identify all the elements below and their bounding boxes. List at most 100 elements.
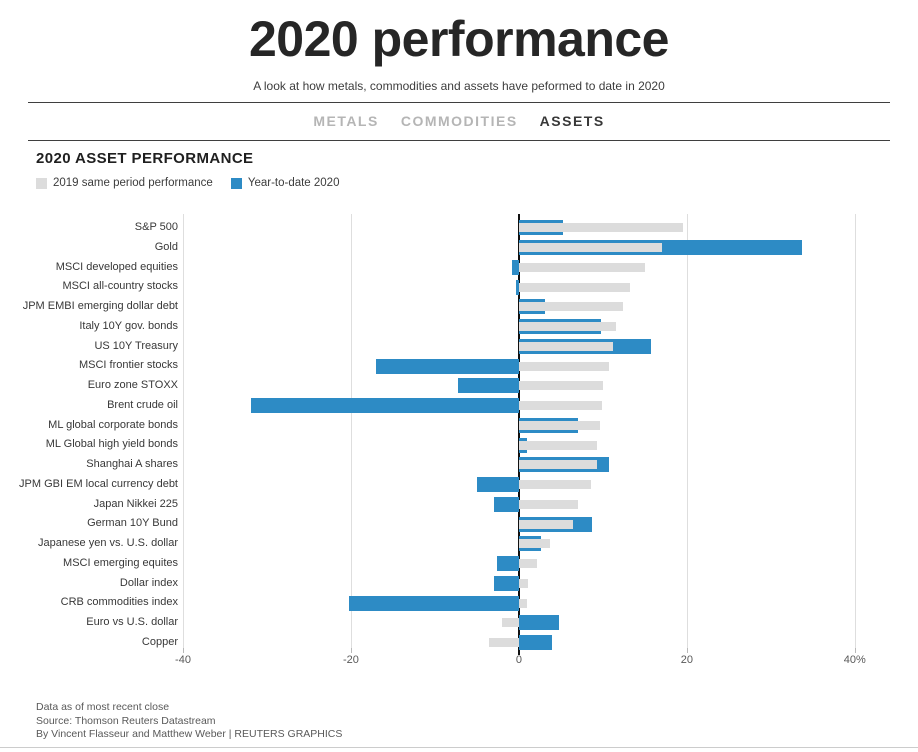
chart-row: Japanese yen vs. U.S. dollar	[0, 534, 918, 554]
same-period-2019-bar	[488, 638, 519, 648]
chart-row: CRB commodities index	[0, 593, 918, 613]
ytd-2020-bar	[476, 477, 519, 493]
legend-item-2019: 2019 same period performance	[36, 177, 213, 189]
axis-tick-label: -40	[175, 654, 191, 666]
axis-tick	[686, 648, 688, 653]
chart-rows: S&P 500 Gold MSCI developed equities MSCI a…	[0, 218, 918, 653]
same-period-2019-bar	[518, 282, 630, 292]
same-period-2019-bar	[518, 598, 528, 608]
ytd-2020-bar	[376, 358, 519, 374]
zero-baseline	[517, 214, 520, 655]
category-label: MSCI all-country stocks	[62, 280, 178, 293]
same-period-2019-bar	[518, 322, 617, 332]
same-period-2019-bar	[518, 361, 609, 371]
same-period-2019-bar	[518, 341, 613, 351]
chart-row: German 10Y Bund	[0, 514, 918, 534]
footer-note: Data as of most recent close	[36, 701, 170, 713]
category-label: MSCI frontier stocks	[78, 359, 178, 372]
chart-row: Brent crude oil	[0, 396, 918, 416]
tab-commodities[interactable]: COMMODITIES	[400, 113, 518, 129]
page-subtitle: A look at how metals, commodities and as…	[253, 79, 665, 93]
same-period-2019-bar	[518, 401, 603, 411]
category-label: MSCI developed equities	[55, 260, 178, 273]
ytd-2020-bar	[251, 398, 519, 414]
ytd-2020-bar	[518, 615, 560, 631]
chart-row: MSCI all-country stocks	[0, 277, 918, 297]
footer-source: Source: Thomson Reuters Datastream	[36, 714, 216, 727]
category-label: CRB commodities index	[60, 596, 178, 609]
gridline--40	[183, 214, 184, 650]
category-label: Japanese yen vs. U.S. dollar	[37, 537, 178, 549]
axis-tick	[183, 648, 184, 653]
axis-tick	[350, 648, 352, 653]
gridline-20	[686, 214, 688, 650]
category-label: Italy 10Y gov. bonds	[79, 319, 178, 332]
chart-row: Euro vs U.S. dollar	[0, 613, 918, 633]
chart-row: US 10Y Treasury	[0, 337, 918, 357]
divider-top	[28, 102, 890, 103]
same-period-2019-bar	[518, 539, 550, 549]
chart-row: JPM EMBI emerging dollar debt	[0, 297, 918, 317]
chart-row: Italy 10Y gov. bonds	[0, 317, 918, 337]
legend-swatch-2019	[36, 177, 47, 189]
divider-bottom	[28, 140, 890, 141]
footer-byline: By Vincent Flasseur and Matthew Weber | …	[36, 728, 343, 740]
category-label: US 10Y Treasury	[94, 339, 178, 352]
legend-swatch-ytd	[230, 177, 242, 189]
ytd-2020-bar	[349, 595, 519, 611]
same-period-2019-bar	[518, 223, 684, 233]
chart-row: ML global corporate bonds	[0, 416, 918, 436]
page-bottom-border	[0, 747, 918, 748]
tab-metals[interactable]: METALS	[313, 113, 379, 129]
category-label: Brent crude oil	[107, 398, 178, 411]
category-label: Euro zone STOXX	[87, 379, 178, 391]
category-label: S&P 500	[134, 221, 178, 233]
chart-row: Euro zone STOXX	[0, 376, 918, 396]
ytd-2020-bar	[493, 575, 519, 591]
footer: Data as of most recent close Source: Tho…	[36, 701, 342, 742]
axis-tick	[854, 648, 856, 653]
same-period-2019-bar	[518, 302, 624, 312]
same-period-2019-bar	[518, 381, 603, 391]
same-period-2019-bar	[518, 262, 645, 272]
legend-item-ytd: Year-to-date 2020	[230, 177, 339, 189]
chart-row: Gold	[0, 238, 918, 258]
same-period-2019-bar	[518, 243, 663, 253]
ytd-2020-bar	[493, 496, 519, 512]
category-label: JPM EMBI emerging dollar debt	[22, 300, 178, 312]
category-label: Dollar index	[119, 576, 178, 589]
axis-tick-label: 40%	[843, 654, 866, 666]
category-label: JPM GBI EM local currency debt	[19, 477, 178, 490]
category-label: Copper	[141, 635, 178, 648]
gridline--20	[350, 214, 352, 650]
chart-row: MSCI developed equities	[0, 258, 918, 278]
tab-bar: METALS COMMODITIES ASSETS	[0, 109, 918, 133]
category-label: ML Global high yield bonds	[45, 438, 178, 451]
same-period-2019-bar	[518, 519, 574, 529]
axis-tick-label: 20	[680, 654, 693, 666]
ytd-2020-bar	[497, 556, 519, 572]
same-period-2019-bar	[502, 618, 519, 628]
chart-row: MSCI frontier stocks	[0, 356, 918, 376]
chart-row: MSCI emerging equites	[0, 554, 918, 574]
legend-label-2019: 2019 same period performance	[53, 177, 213, 189]
chart-row: JPM GBI EM local currency debt	[0, 475, 918, 495]
chart-row: Dollar index	[0, 574, 918, 594]
gridline-40	[854, 214, 856, 650]
tab-assets[interactable]: ASSETS	[539, 113, 605, 129]
chart-row: S&P 500	[0, 218, 918, 238]
ytd-2020-bar	[516, 279, 519, 295]
axis-tick-label: -20	[342, 654, 359, 666]
same-period-2019-bar	[518, 420, 600, 430]
category-label: ML global corporate bonds	[48, 418, 178, 431]
same-period-2019-bar	[518, 440, 597, 450]
page-title: 2020 performance	[248, 11, 670, 67]
category-label: Gold	[154, 240, 178, 253]
bar-chart: S&P 500 Gold MSCI developed equities MSCI a…	[0, 212, 918, 672]
chart-row: Copper	[0, 633, 918, 653]
category-label: German 10Y Bund	[87, 517, 178, 530]
category-label: Shanghai A shares	[86, 458, 178, 470]
chart-row: Japan Nikkei 225	[0, 495, 918, 515]
category-label: Japan Nikkei 225	[93, 497, 178, 510]
